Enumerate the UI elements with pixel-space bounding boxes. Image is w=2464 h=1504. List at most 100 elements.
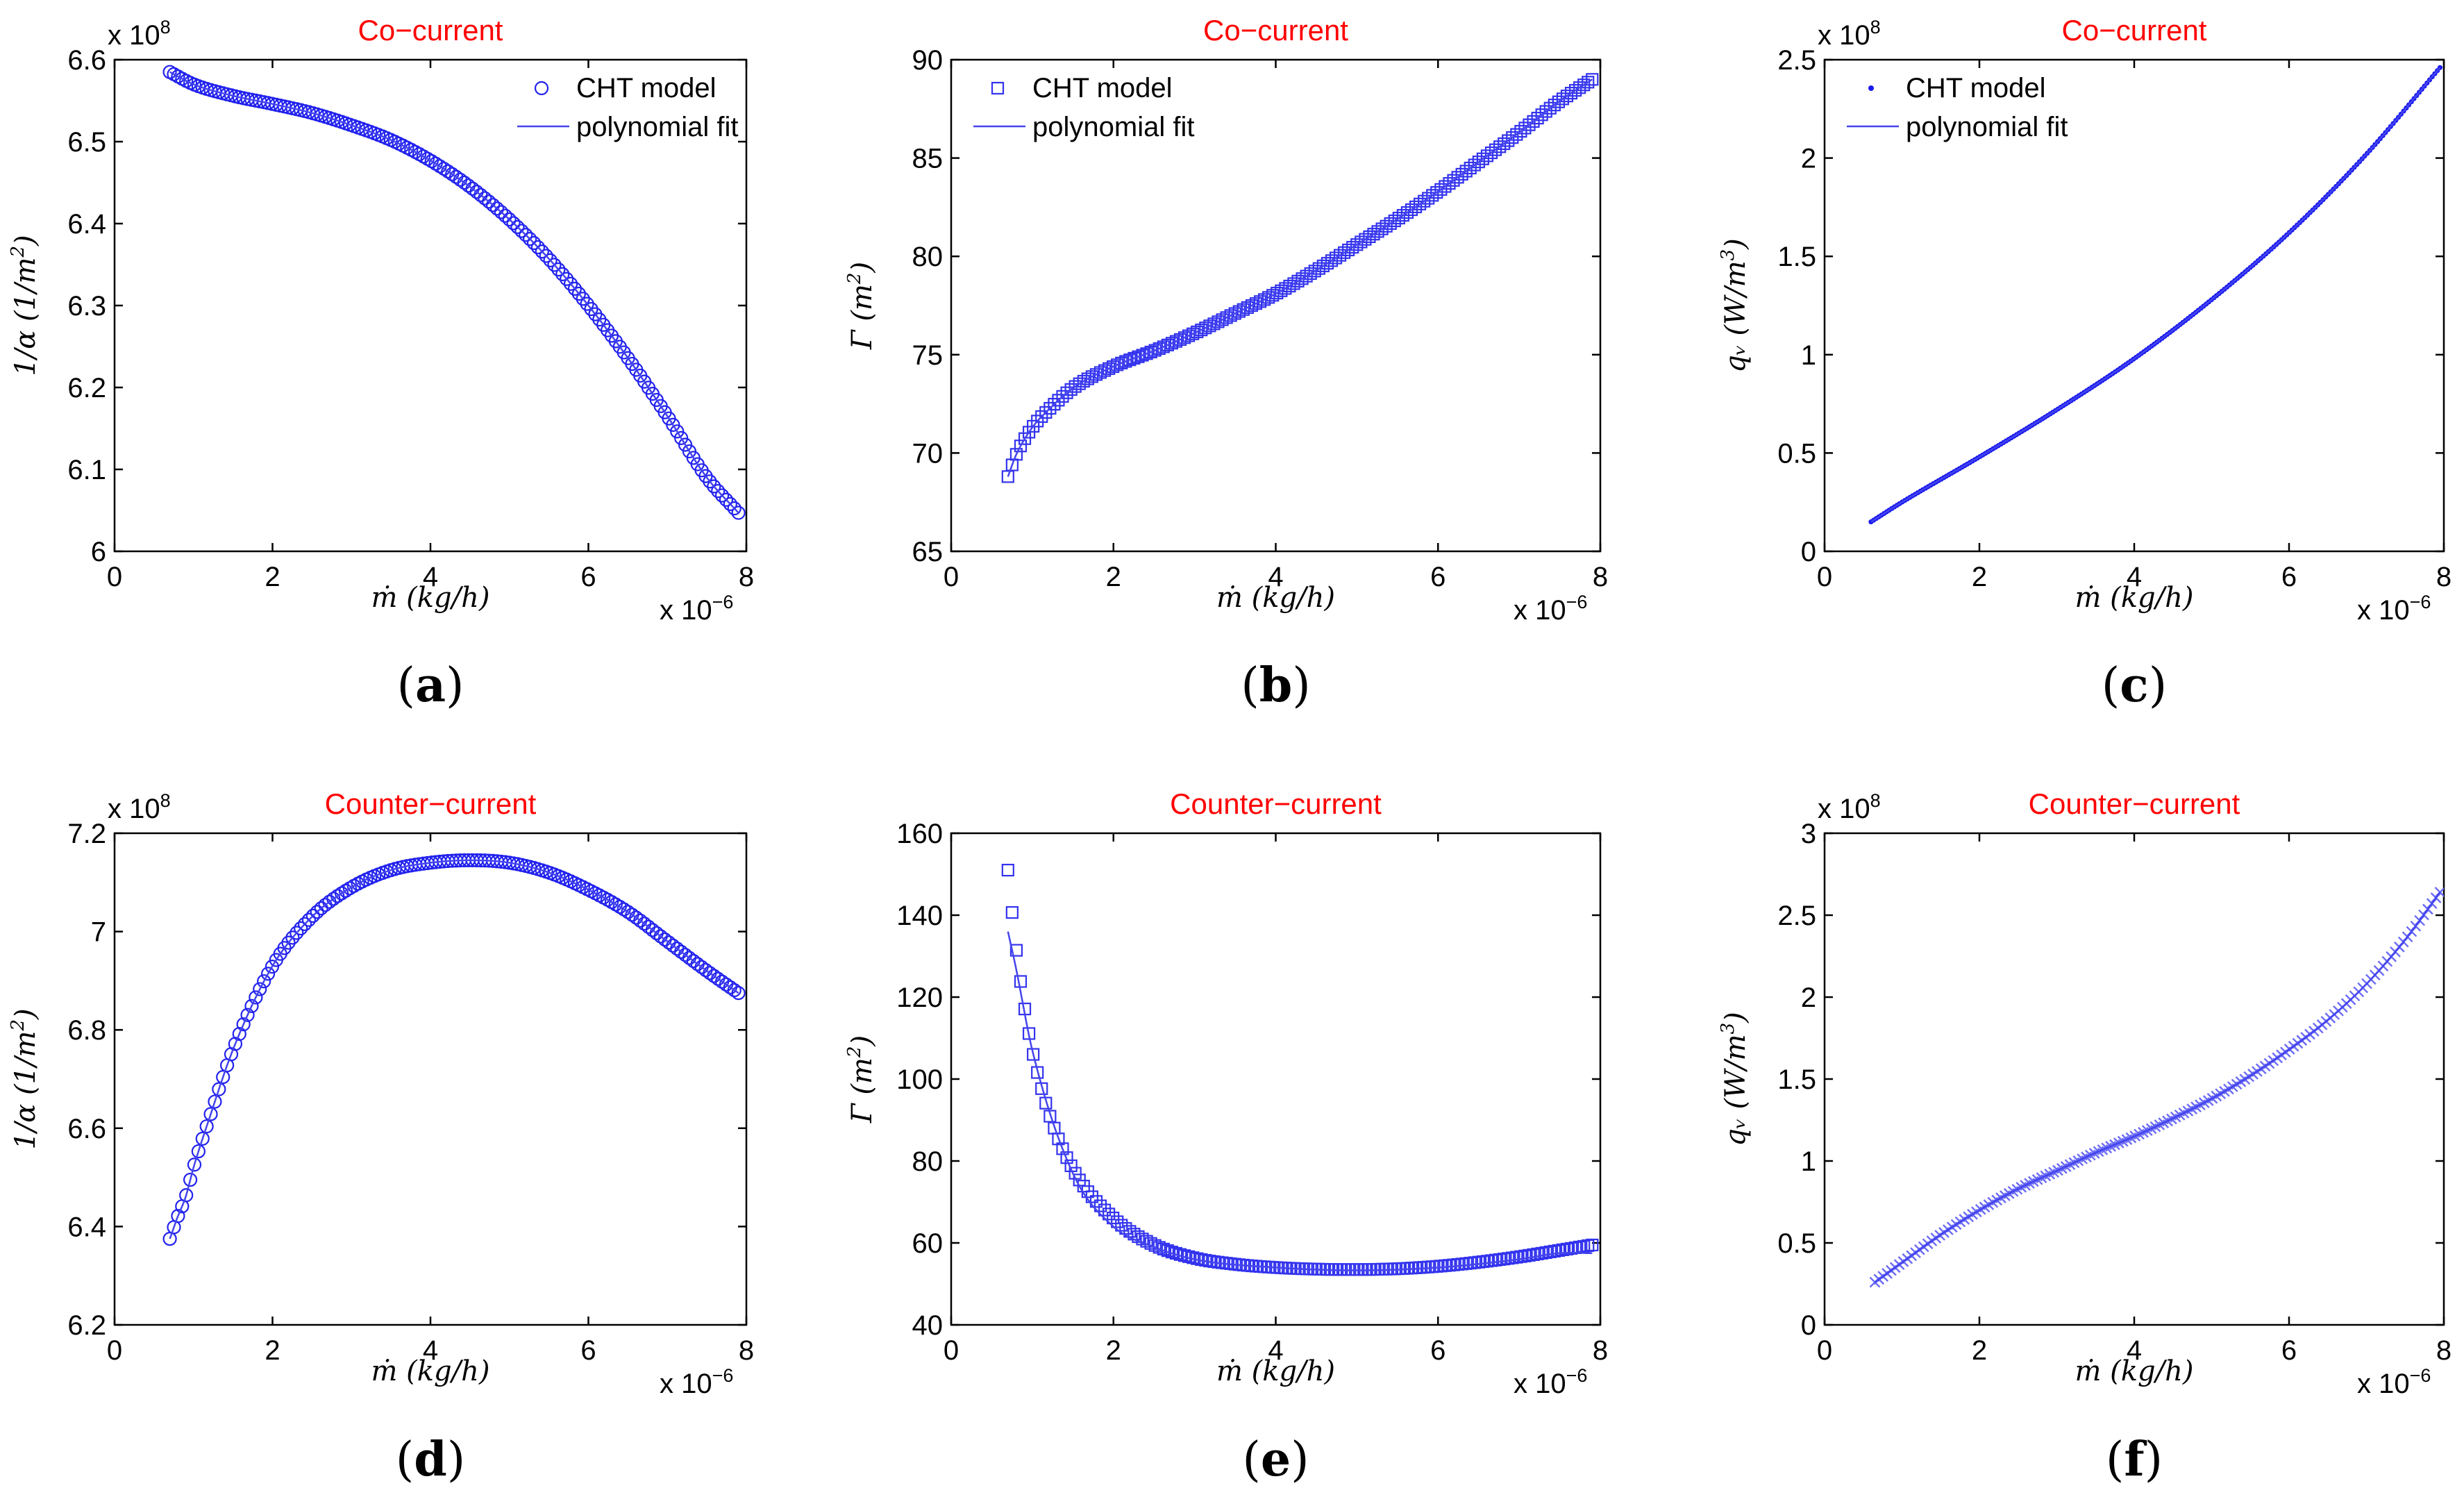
legend-label-fit: polynomial fit [1906, 112, 2068, 142]
y-axis-label: qᵥ (W/m3) [1718, 238, 1752, 373]
data-point [1586, 1238, 1599, 1252]
data-point [244, 999, 259, 1013]
x-exponent-power: −6 [2410, 592, 2431, 612]
data-point [1237, 303, 1250, 316]
data-point [555, 267, 570, 281]
data-point [711, 484, 726, 499]
y-axis-label-tail: ) [10, 1008, 42, 1020]
polynomial-fit-line [1007, 78, 1593, 477]
y-tick-label: 100 [896, 1064, 943, 1095]
data-point [1144, 345, 1157, 359]
x-exponent-base: x 10 [660, 1369, 712, 1399]
y-exponent-base: x 10 [1818, 20, 1870, 51]
y-exponent-label: x 108 [108, 790, 171, 824]
y-axis-label-main: (1/m [10, 258, 42, 321]
data-point [1523, 118, 1536, 131]
x-tick-label: 2 [265, 562, 280, 592]
data-point [1044, 401, 1057, 415]
y-tick-label: 2.5 [1777, 901, 1816, 931]
y-exponent-label: x 108 [1818, 790, 1881, 824]
panel-letter-value: b [1259, 658, 1293, 713]
y-tick-label: 65 [912, 537, 944, 567]
data-point [482, 194, 496, 209]
data-point [1039, 406, 1053, 419]
data-point [489, 201, 505, 216]
data-point [1035, 410, 1048, 424]
x-tick-label: 2 [1106, 562, 1121, 592]
data-point [539, 249, 553, 263]
data-point [1514, 124, 1527, 138]
y-exponent-base: x 10 [108, 20, 160, 51]
data-point [1241, 301, 1254, 314]
x-tick-label: 4 [423, 562, 438, 592]
y-axis-label-sup: 2 [844, 1046, 865, 1059]
x-exponent-power: −6 [712, 1365, 734, 1386]
x-exponent-power: −6 [1566, 1365, 1588, 1386]
x-exponent-power: −6 [2410, 1365, 2431, 1386]
x-axis-label: ṁ (kg/h) [371, 1355, 490, 1387]
data-point [523, 232, 537, 247]
x-axis-label: ṁ (kg/h) [2075, 582, 2194, 614]
data-point [1527, 115, 1540, 128]
data-point [183, 1172, 198, 1187]
data-point [727, 983, 741, 998]
panel-title: Counter−current [1170, 787, 1382, 820]
y-exponent-label: x 108 [108, 17, 171, 51]
x-tick-label: 2 [1972, 1335, 1987, 1366]
data-point [285, 930, 300, 945]
data-point [1203, 319, 1216, 333]
data-layer [1868, 65, 2443, 525]
data-point [1128, 351, 1141, 365]
legend-label-fit: polynomial fit [576, 112, 738, 142]
y-tick-label: 90 [912, 45, 944, 76]
data-point [1586, 73, 1599, 86]
y-tick-label: 140 [896, 901, 943, 931]
data-point [560, 271, 574, 286]
data-point [1140, 1235, 1153, 1248]
y-tick-label: 0.5 [1777, 438, 1816, 469]
data-point [1081, 372, 1094, 385]
data-point [305, 908, 320, 924]
data-point [1434, 1260, 1448, 1273]
data-point [297, 917, 312, 931]
data-point [1447, 1258, 1460, 1271]
data-layer [162, 65, 746, 520]
data-point [1439, 1259, 1452, 1272]
data-point [1539, 105, 1552, 118]
y-axis-label: qᵥ (W/m3) [1718, 1012, 1752, 1146]
data-point [232, 1026, 246, 1042]
x-tick-label: 4 [1268, 562, 1283, 592]
y-tick-label: 60 [912, 1228, 944, 1259]
y-axis-label-sup: 2 [844, 273, 865, 285]
y-axis-label-prefix: 1/α [10, 331, 42, 376]
x-tick-label: 8 [739, 562, 754, 592]
data-point [1173, 333, 1187, 346]
data-point [249, 990, 263, 1005]
x-exponent-base: x 10 [660, 595, 712, 626]
y-tick-label: 6.5 [67, 127, 106, 158]
data-point [1266, 289, 1280, 302]
data-point [1001, 863, 1014, 877]
data-point [1161, 338, 1174, 351]
y-tick-label: 2 [1801, 983, 1816, 1013]
y-tick-label: 6 [91, 537, 106, 567]
y-axis-label-main: Γ (m [846, 1058, 878, 1123]
data-point [703, 474, 717, 489]
panel-title: Counter−current [325, 787, 537, 820]
data-point [506, 216, 521, 231]
data-point [498, 208, 512, 223]
panel-letter: (e) [1242, 1432, 1309, 1487]
data-point [727, 501, 741, 516]
x-tick-label: 6 [1430, 562, 1445, 592]
data-point [260, 967, 276, 981]
x-exponent-base: x 10 [2357, 1369, 2410, 1399]
x-exponent-label: x 10−6 [660, 592, 733, 626]
data-layer [1869, 887, 2444, 1288]
data-point [567, 281, 583, 296]
x-tick-label: 8 [1593, 1335, 1608, 1366]
data-point [1111, 1215, 1124, 1228]
x-tick-label: 4 [423, 1335, 438, 1366]
legend-label-model: CHT model [1906, 73, 2046, 103]
data-point [1262, 291, 1275, 304]
